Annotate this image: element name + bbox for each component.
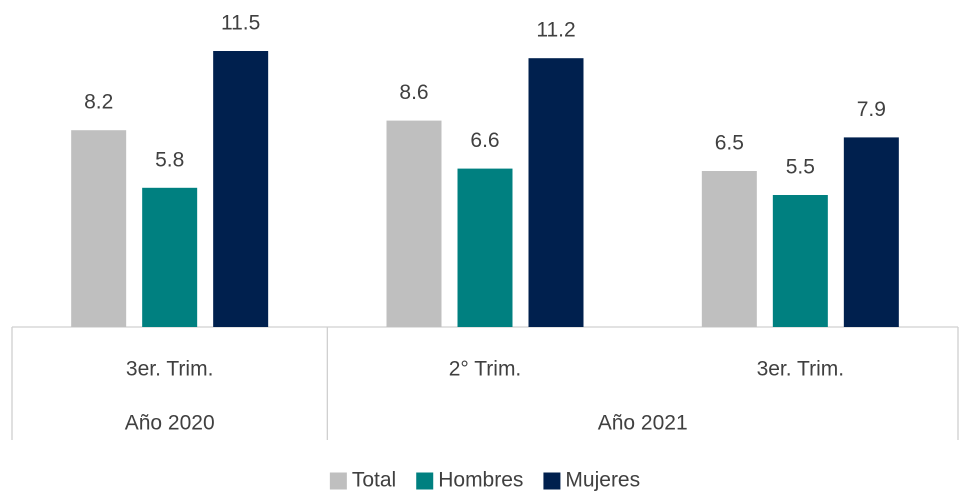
legend-label: Hombres: [438, 469, 523, 492]
legend-swatch: [416, 472, 434, 490]
bar: [386, 120, 442, 327]
data-label: 5.8: [155, 148, 184, 171]
legend-label: Total: [352, 469, 396, 492]
x-tick-label: 2° Trim.: [449, 358, 522, 381]
data-label: 8.6: [399, 81, 428, 104]
data-label: 8.2: [84, 91, 113, 114]
legend-swatch: [329, 472, 347, 490]
data-label: 6.6: [470, 129, 499, 152]
legend-label: Mujeres: [565, 469, 640, 492]
data-label: 11.2: [536, 19, 575, 42]
legend-swatch: [543, 472, 561, 490]
data-label: 11.5: [221, 12, 260, 35]
group-label: Año 2021: [598, 412, 688, 435]
data-label: 6.5: [715, 132, 744, 155]
bar: [843, 137, 899, 327]
group-label: Año 2020: [125, 412, 215, 435]
data-label: 7.9: [857, 98, 886, 121]
bar: [457, 168, 513, 327]
bar: [71, 130, 127, 327]
bar: [701, 171, 757, 327]
x-tick-label: 3er. Trim.: [126, 358, 214, 381]
bar: [772, 195, 828, 327]
data-label: 5.5: [786, 156, 815, 179]
bar: [213, 51, 269, 327]
bar: [142, 187, 198, 327]
x-tick-label: 3er. Trim.: [757, 358, 845, 381]
bar: [528, 58, 584, 327]
